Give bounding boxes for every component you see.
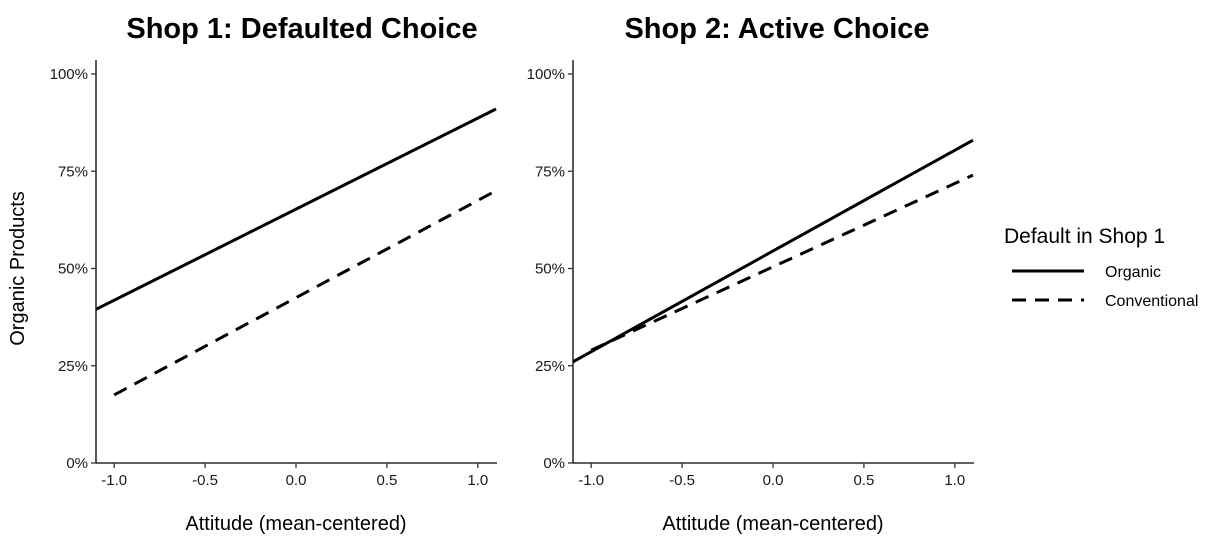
y-tick-label-shop-1-3: 75% — [58, 163, 88, 180]
x-tick-label-shop-1-4: 1.0 — [467, 472, 488, 489]
panel-shop-1: Shop 1: Defaulted Choice 0% 25% 50% 75% 100% -… — [7, 13, 497, 535]
y-tick-label-shop-1-4: 100% — [50, 66, 88, 83]
series-line-shop-1-conventional — [113, 189, 497, 397]
x-tick-label-shop-1-2: 0.0 — [286, 472, 307, 489]
x-tick-label-shop-2-2: 0.0 — [763, 472, 784, 489]
y-tick-label-shop-2-2: 50% — [535, 261, 565, 278]
y-tick-label-shop-1-0: 0% — [66, 455, 88, 472]
chart-title-shop-1: Shop 1: Defaulted Choice — [126, 13, 477, 45]
y-axis-label-shop-1: Organic Products — [7, 191, 29, 346]
y-tick-label-shop-2-1: 25% — [535, 358, 565, 375]
x-tick-label-shop-2-1: -0.5 — [669, 472, 695, 489]
x-tick-label-shop-1-0: -1.0 — [101, 472, 127, 489]
y-tick-label-shop-2-0: 0% — [543, 455, 565, 472]
x-tick-label-shop-1-1: -0.5 — [192, 472, 218, 489]
x-axis-label-shop-2: Attitude (mean-centered) — [662, 513, 883, 535]
x-axis-label-shop-1: Attitude (mean-centered) — [185, 513, 406, 535]
x-tick-label-shop-2-4: 1.0 — [944, 472, 965, 489]
series-line-shop-1-organic — [95, 107, 497, 311]
series-line-shop-2-organic — [572, 138, 974, 364]
x-tick-label-shop-2-0: -1.0 — [578, 472, 604, 489]
legend: Default in Shop 1 Organic Conventional — [1004, 225, 1198, 310]
panel-shop-2: Shop 2: Active Choice 0% 25% 50% 75% 100% -1.0… — [527, 13, 974, 535]
series-line-shop-2-conventional — [590, 173, 974, 352]
x-tick-label-shop-1-3: 0.5 — [376, 472, 397, 489]
y-tick-label-shop-2-4: 100% — [527, 66, 565, 83]
y-tick-label-shop-1-1: 25% — [58, 358, 88, 375]
chart-title-shop-2: Shop 2: Active Choice — [624, 13, 929, 45]
legend-label-organic: Organic — [1105, 264, 1161, 281]
x-tick-label-shop-2-3: 0.5 — [853, 472, 874, 489]
y-tick-label-shop-2-3: 75% — [535, 163, 565, 180]
y-tick-label-shop-1-2: 50% — [58, 261, 88, 278]
legend-title: Default in Shop 1 — [1004, 225, 1165, 248]
legend-label-conventional: Conventional — [1105, 293, 1198, 310]
